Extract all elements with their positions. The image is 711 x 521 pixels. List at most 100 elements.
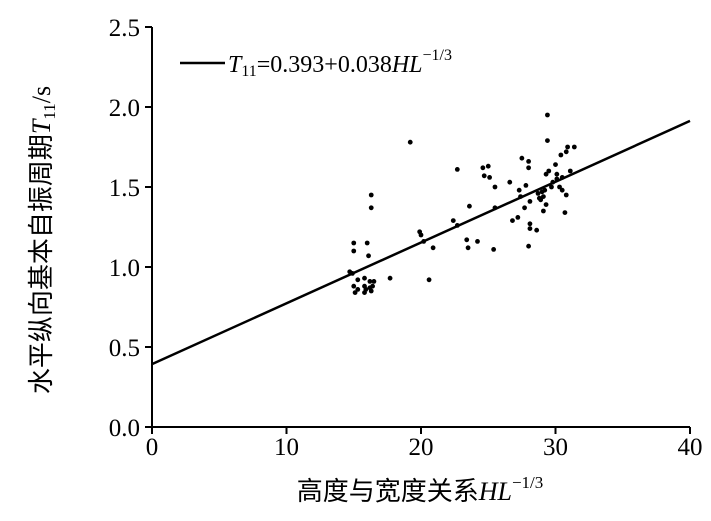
data-point	[545, 138, 550, 144]
data-point	[370, 283, 375, 289]
data-point	[545, 112, 550, 118]
axis-ticks: 0 10 20 30 40 0.0 0.5 1.0 1.5 2.0 2.5	[109, 15, 703, 461]
data-point	[387, 275, 393, 281]
data-point	[558, 152, 564, 158]
data-point	[557, 184, 562, 190]
data-point	[366, 253, 371, 259]
data-point	[563, 192, 569, 198]
data-point	[487, 175, 492, 180]
x-tick-label: 40	[678, 434, 703, 461]
data-point	[515, 215, 521, 220]
y-tick-label: 1.5	[109, 175, 140, 202]
data-point	[363, 287, 369, 292]
data-point	[538, 197, 544, 203]
legend-equation: =0.393+0.038	[257, 52, 392, 78]
fit-line	[151, 119, 691, 366]
data-point	[540, 208, 546, 214]
data-point	[542, 187, 548, 193]
data-point	[527, 221, 533, 227]
data-point	[352, 290, 358, 295]
data-point	[554, 171, 560, 177]
data-point	[454, 167, 460, 172]
y-tick-label: 2.0	[109, 95, 140, 122]
y-tick-label: 1.0	[109, 255, 140, 282]
data-point	[534, 227, 540, 233]
data-point	[563, 149, 569, 155]
data-point	[562, 210, 568, 216]
data-point	[351, 240, 357, 246]
x-tick-label: 20	[409, 434, 434, 461]
data-point	[543, 171, 549, 177]
data-point	[450, 218, 456, 224]
data-point	[571, 144, 577, 150]
data-point	[527, 199, 533, 204]
data-point	[464, 237, 470, 243]
data-point	[540, 194, 546, 200]
data-point	[535, 191, 541, 196]
legend-sub: 11	[241, 63, 256, 80]
data-point	[362, 275, 367, 281]
legend-label: T11=0.393+0.038HL−1/3	[228, 47, 452, 80]
data-point	[351, 283, 357, 289]
data-point	[553, 162, 558, 168]
data-point	[526, 165, 531, 171]
data-point	[567, 168, 573, 174]
data-point	[368, 288, 374, 294]
y-axis-title-text: 水平纵向基本自振周期	[27, 134, 56, 394]
x-tick-label: 0	[146, 434, 159, 461]
data-point	[355, 287, 361, 292]
data-point	[367, 279, 373, 284]
data-point	[418, 232, 424, 238]
data-point	[485, 163, 491, 169]
y-tick-label: 0.5	[109, 335, 140, 362]
legend: T11=0.393+0.038HL−1/3	[180, 47, 452, 80]
data-point	[407, 139, 413, 145]
data-point	[549, 184, 554, 190]
data-point	[559, 187, 565, 193]
legend-eq-var: HL	[391, 52, 423, 78]
x-tick-label: 10	[274, 434, 299, 461]
data-points	[347, 112, 577, 295]
data-point	[364, 240, 370, 246]
data-point	[480, 165, 486, 171]
legend-var: T	[228, 52, 243, 78]
legend-eq-exp: −1/3	[423, 47, 452, 64]
y-tick-label: 0.0	[109, 415, 140, 442]
data-point	[368, 205, 374, 211]
data-point	[527, 226, 533, 232]
data-point	[526, 243, 531, 249]
data-point	[465, 245, 471, 251]
data-point	[546, 168, 552, 174]
y-axis-title: 水平纵向基本自振周期T11/s	[27, 86, 59, 394]
data-point	[516, 187, 522, 193]
x-tick-label: 30	[543, 434, 568, 461]
x-axis-title-var: HL	[478, 477, 512, 506]
data-point	[492, 184, 498, 190]
data-point	[565, 144, 571, 150]
data-point	[519, 155, 525, 161]
data-point	[467, 203, 472, 209]
data-point	[475, 239, 480, 244]
y-axis-title-sub: 11	[40, 103, 59, 119]
data-point	[426, 277, 432, 283]
data-point	[371, 279, 377, 284]
data-point	[510, 218, 515, 224]
data-point	[507, 179, 513, 185]
data-point	[355, 277, 361, 283]
data-point	[491, 247, 497, 252]
y-tick-label: 2.5	[109, 15, 140, 42]
data-point	[351, 248, 357, 254]
data-point	[526, 159, 531, 164]
x-axis-title-exp: −1/3	[512, 473, 543, 492]
data-point	[543, 202, 549, 208]
x-axis-title: 高度与宽度关系HL−1/3	[297, 473, 544, 506]
y-axis-title-var: T	[27, 118, 56, 134]
x-axis-title-text: 高度与宽度关系	[297, 477, 479, 506]
data-point	[430, 245, 436, 251]
data-point	[523, 183, 529, 188]
data-point	[522, 205, 527, 211]
data-point	[368, 192, 374, 198]
y-axis-title-unit: /s	[27, 86, 56, 103]
data-point	[481, 173, 487, 179]
